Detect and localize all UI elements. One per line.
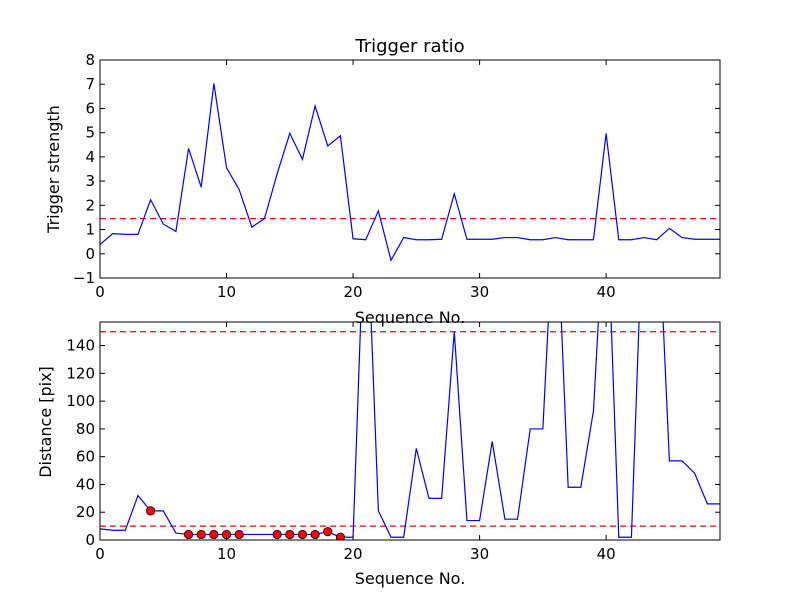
top-chart-y-axis-label: Trigger strength bbox=[44, 105, 63, 234]
top-chart-y-tick-label: 3 bbox=[85, 172, 95, 190]
bottom-chart-content: 0 10 20 30 40 0 20 40 60 80 100 120 140 bbox=[66, 322, 720, 563]
bottom-chart-y-tick-label: 80 bbox=[76, 420, 95, 438]
bottom-chart-x-tick-label: 0 bbox=[95, 545, 105, 563]
top-chart-frame bbox=[99, 59, 721, 279]
bottom-chart-y-tick-label: 0 bbox=[85, 531, 95, 549]
top-chart-y-tick-label: 5 bbox=[85, 124, 95, 142]
bottom-chart-x-tick-label: 30 bbox=[470, 545, 489, 563]
bottom-chart-marker-point bbox=[323, 527, 333, 537]
top-chart-y-tick-label: 6 bbox=[85, 99, 95, 117]
bottom-chart-frame bbox=[99, 321, 721, 541]
top-chart-y-tick-label: 2 bbox=[85, 196, 95, 214]
top-chart-y-tick-label: 4 bbox=[85, 148, 95, 166]
bottom-chart: 0 10 20 30 40 0 20 40 60 80 100 120 140 Sequence No.… bbox=[36, 321, 721, 588]
bottom-chart-y-tick-label: 140 bbox=[66, 337, 95, 355]
top-chart-x-tick-label: 20 bbox=[344, 283, 363, 301]
top-chart-y-tick-label: 8 bbox=[85, 51, 95, 69]
bottom-chart-marker-point bbox=[196, 529, 206, 540]
bottom-chart-marker-point bbox=[146, 506, 156, 516]
bottom-chart-x-axis-label: Sequence No. bbox=[355, 569, 466, 588]
bottom-chart-marker-point bbox=[297, 529, 308, 540]
bottom-chart-x-tick-label: 20 bbox=[344, 545, 363, 563]
bottom-chart-y-axis-label: Distance [pix] bbox=[36, 366, 55, 478]
top-chart-y-tick-label: 0 bbox=[85, 245, 95, 263]
bottom-chart-marker-point bbox=[272, 529, 282, 540]
bottom-chart-marker-point bbox=[183, 529, 194, 540]
top-chart-x-tick-label: 10 bbox=[217, 283, 236, 301]
bottom-chart-marker-point bbox=[209, 529, 219, 540]
top-chart-x-tick-label: 0 bbox=[95, 283, 105, 301]
top-chart-x-tick-label: 30 bbox=[470, 283, 489, 301]
bottom-chart-marker-point bbox=[310, 529, 320, 540]
bottom-chart-marker-point bbox=[285, 529, 295, 540]
top-chart-y-tick-label: 1 bbox=[85, 221, 95, 239]
top-chart-y-tick-label: −1 bbox=[73, 269, 95, 287]
top-chart-title: Trigger ratio bbox=[354, 36, 464, 57]
top-chart-y-tick-label: 7 bbox=[85, 75, 95, 93]
top-chart-series-line bbox=[100, 83, 720, 262]
bottom-chart-x-tick-label: 40 bbox=[597, 545, 616, 563]
bottom-chart-y-tick-label: 60 bbox=[76, 448, 95, 466]
bottom-chart-y-tick-label: 100 bbox=[66, 392, 95, 410]
bottom-chart-y-tick-label: 20 bbox=[76, 503, 95, 521]
bottom-chart-y-tick-label: 120 bbox=[66, 364, 95, 382]
bottom-chart-y-tick-label: 40 bbox=[76, 475, 95, 493]
bottom-chart-x-tick-label: 10 bbox=[217, 545, 236, 563]
bottom-chart-marker-point bbox=[335, 532, 346, 540]
bottom-chart-marker-point bbox=[234, 529, 244, 540]
top-chart-x-tick-label: 40 bbox=[597, 283, 616, 301]
